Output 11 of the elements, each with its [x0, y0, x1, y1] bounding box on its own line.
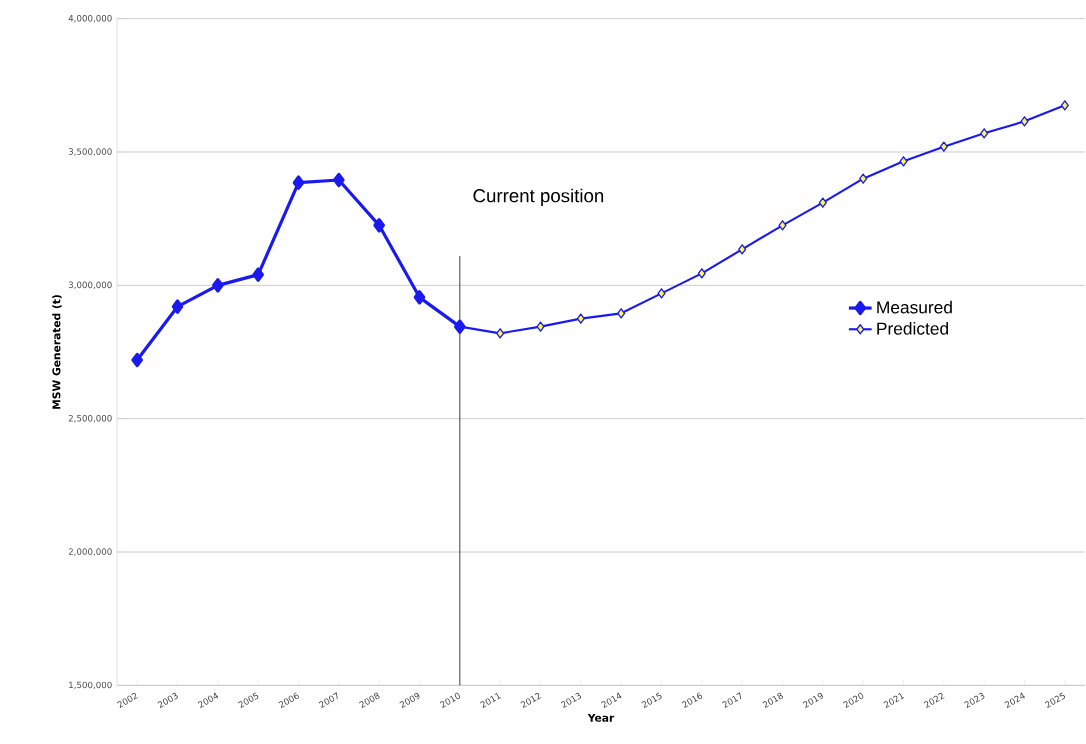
y-tick-label: 3,500,000 — [68, 148, 112, 156]
ref-line-label: Current position — [473, 188, 604, 207]
legend-label: Predicted — [877, 321, 949, 335]
y-tick-label: 3,000,000 — [68, 281, 112, 290]
y-tick-label: 2,500,000 — [68, 414, 112, 423]
y-axis-title: MSW Generated (t) — [52, 295, 62, 409]
y-tick-label: 2,000,000 — [68, 548, 112, 556]
legend-label: Measured — [877, 300, 952, 314]
x-axis-title: Year — [587, 713, 615, 722]
y-tick-label: 4,000,000 — [68, 14, 112, 23]
y-tick-label: 1,500,000 — [69, 681, 112, 690]
